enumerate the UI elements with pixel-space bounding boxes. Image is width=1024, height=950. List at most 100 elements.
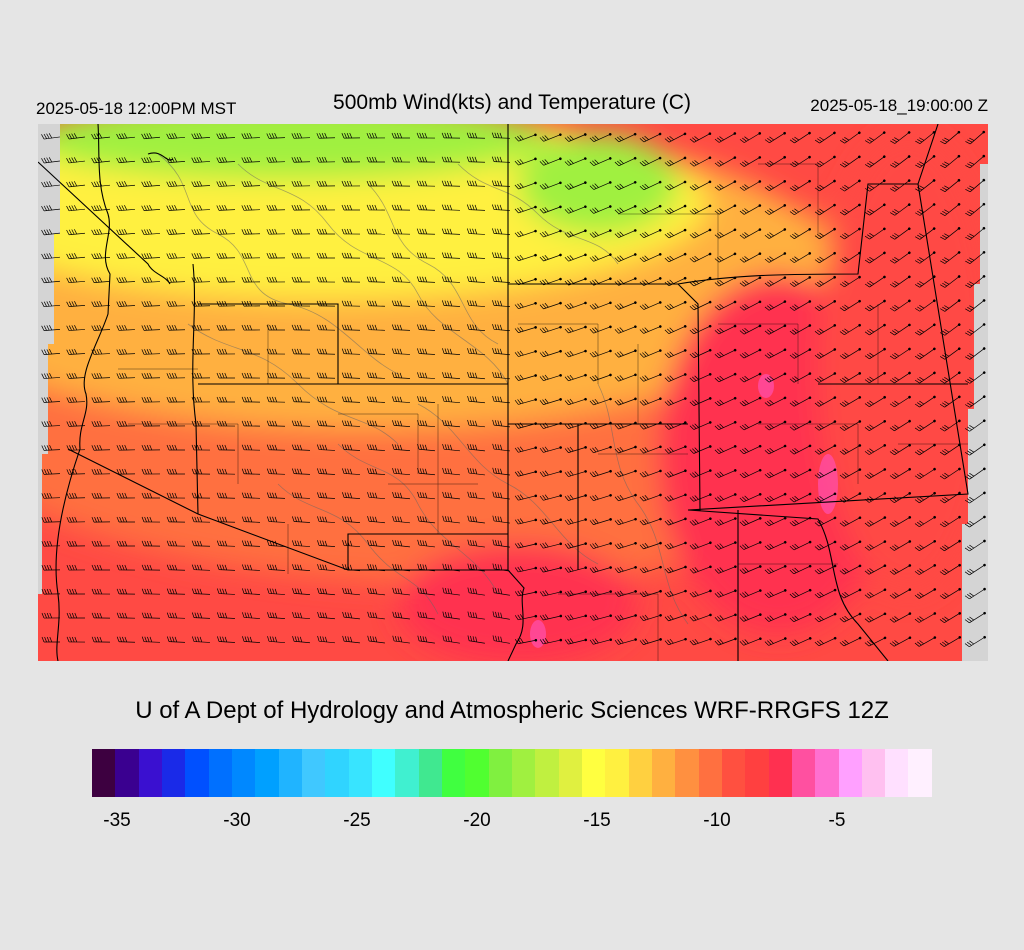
wind-barb (366, 204, 386, 211)
wind-barb (466, 204, 486, 211)
wind-barb (216, 252, 236, 259)
wind-barb (839, 299, 861, 312)
wind-barb (689, 373, 712, 383)
wind-barb (41, 540, 61, 547)
wind-barb (191, 420, 211, 427)
wind-barb (416, 300, 436, 307)
colorbar-cell (208, 749, 232, 797)
wind-barb (442, 396, 461, 404)
wind-barb (492, 563, 510, 572)
wind-barb (639, 614, 662, 622)
wind-barb (292, 588, 311, 595)
wind-barb (889, 443, 911, 456)
colorbar-cell (908, 749, 932, 797)
wind-barb (939, 587, 961, 600)
wind-barb (764, 324, 787, 335)
wind-barb (589, 445, 612, 454)
wind-barb (66, 157, 85, 164)
wind-barb (366, 180, 386, 187)
wind-barb (241, 516, 261, 523)
wind-barb (342, 540, 361, 548)
wind-barb (467, 395, 485, 404)
wind-barb (965, 130, 986, 145)
wind-barb (91, 564, 111, 571)
wind-barb (116, 300, 136, 307)
wind-barb (217, 636, 236, 643)
wind-barb (714, 156, 737, 167)
wind-barb (341, 324, 361, 331)
wind-barb (91, 540, 111, 547)
wind-barb (166, 372, 186, 379)
wind-barb (441, 300, 461, 307)
wind-barb (316, 444, 336, 451)
wind-barb (864, 275, 886, 288)
wind-barb (341, 156, 361, 163)
wind-barb (216, 564, 236, 571)
wind-barb (216, 324, 236, 331)
wind-barb (689, 541, 712, 550)
wind-barb (564, 566, 587, 573)
wind-barb (964, 587, 986, 600)
wind-barb (714, 637, 737, 646)
wind-barb (191, 324, 211, 331)
wind-barb (940, 154, 961, 169)
wind-barb (116, 277, 136, 283)
wind-barb (291, 276, 311, 283)
wind-barb (392, 396, 411, 403)
wind-barb (216, 348, 236, 355)
wind-barb (116, 540, 136, 547)
wind-barb (564, 181, 587, 190)
local-time-label: 2025-05-18 12:00PM MST (36, 99, 237, 118)
wind-barb (764, 348, 787, 359)
wind-barb (514, 326, 537, 333)
wind-barb (664, 156, 687, 167)
wind-barb (789, 612, 812, 623)
wind-barb (241, 564, 261, 571)
wind-barb (116, 396, 136, 403)
wind-barb (141, 444, 161, 451)
wind-barb (342, 492, 361, 499)
wind-barb (316, 468, 336, 475)
wind-barb (367, 539, 385, 548)
wind-barb (91, 516, 111, 523)
wind-barb (589, 494, 612, 502)
wind-barb (91, 396, 111, 403)
wind-barb (890, 131, 911, 144)
wind-barb (266, 492, 286, 499)
wind-barb (141, 636, 161, 643)
colorbar-tick-label: -25 (343, 810, 371, 831)
wind-barb (191, 516, 211, 523)
wind-barb (939, 539, 961, 552)
wind-barb (864, 540, 887, 551)
wind-barb (689, 445, 712, 454)
wind-barb (41, 253, 60, 260)
wind-barb (814, 324, 837, 335)
wind-barb (739, 613, 762, 622)
wind-barb (291, 420, 311, 427)
wind-barb (739, 637, 762, 646)
colorbar-cell (768, 749, 792, 797)
wind-barb (316, 348, 336, 355)
wind-barb (764, 637, 787, 646)
wind-barb (739, 180, 762, 191)
wind-barb (939, 419, 961, 432)
wind-barb (589, 614, 612, 621)
wind-barb (191, 588, 211, 595)
wind-barb (764, 420, 787, 431)
wind-barb (492, 347, 510, 356)
wind-barb (216, 420, 236, 427)
wind-barb (539, 374, 562, 382)
wind-barb (939, 612, 962, 623)
wind-barb (391, 204, 411, 211)
wind-barb (589, 133, 612, 142)
wind-barb (739, 468, 762, 479)
wind-barb (216, 276, 236, 283)
colorbar-tick-label: -10 (703, 810, 731, 831)
wind-barb (141, 300, 161, 307)
wind-barb (342, 563, 360, 572)
wind-barb (639, 325, 662, 334)
wind-barb (392, 587, 410, 596)
wind-barb (639, 469, 662, 478)
wind-barb (614, 421, 637, 430)
wind-barb (564, 253, 587, 262)
